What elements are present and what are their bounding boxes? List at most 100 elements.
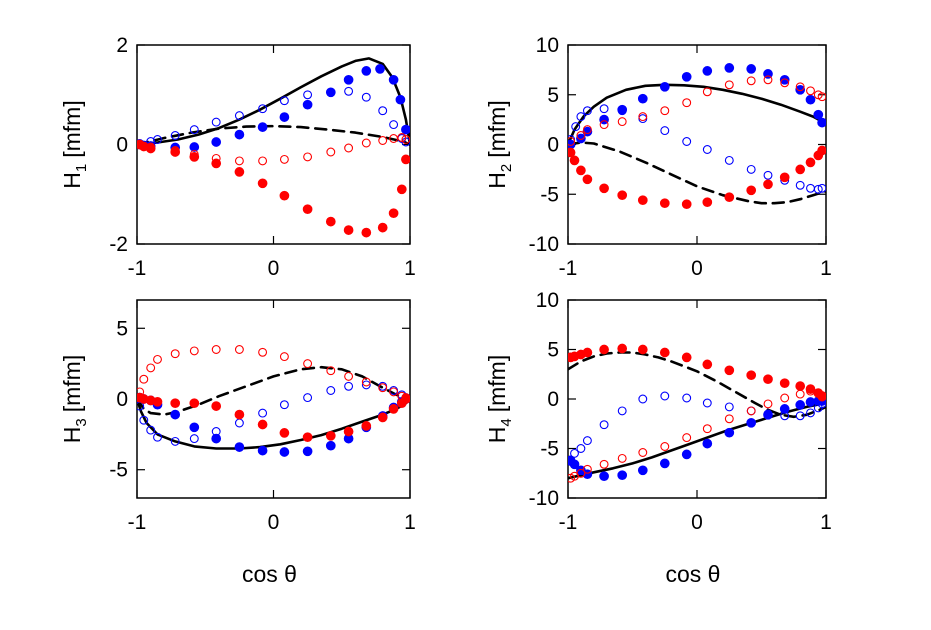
point-blue-filled [779,404,790,414]
point-red-filled [568,147,576,158]
point-red-open [795,82,805,92]
point-red-filled [763,179,773,190]
point-blue-open [617,406,627,416]
point-red-filled [746,185,757,196]
point-blue-open [211,427,221,436]
point-blue-open [795,180,805,190]
point-red-open [258,156,268,166]
point-red-open [599,120,609,130]
point-blue-filled [576,133,586,144]
point-blue-open [189,434,199,444]
y-axis-label-unit: [mfm] [59,355,85,413]
y-tick-label: 0 [547,388,559,411]
point-blue-filled [325,440,336,451]
y-axis-label-unit: [mfm] [484,100,510,158]
point-blue-open [571,122,581,132]
point-red-open [576,468,586,478]
y-tick-label: 0 [547,134,559,157]
point-red-open [234,345,244,354]
point-blue-filled [681,449,692,460]
point-red-open [303,359,313,369]
point-blue-filled [211,433,222,444]
point-red-open [303,152,313,162]
point-blue-open [153,432,162,442]
x-tick-label: 0 [691,257,703,280]
point-red-open [344,371,354,381]
y-tick-label: 2 [116,34,128,57]
point-red-open [361,138,371,148]
point-red-filled [325,216,336,227]
point-blue-open [170,436,180,446]
point-red-open [279,352,289,362]
point-blue-filled [805,397,816,407]
x-tick-label: -1 [128,257,147,280]
point-blue-open [582,106,592,116]
point-red-filled [361,227,372,238]
point-blue-open [660,126,670,136]
point-blue-filled [234,129,245,140]
point-blue-filled [779,74,790,85]
y-axis-label-main: H [59,172,85,189]
plot-frame [567,44,827,245]
plot-frame [136,299,411,499]
point-blue-filled [724,63,735,73]
point-blue-filled [257,445,268,456]
x-tick-label: 0 [268,511,280,534]
point-red-open [780,393,790,403]
point-red-filled [388,404,399,414]
series-theory-dashed [137,124,410,146]
point-blue-open [326,87,336,97]
point-red-filled [582,174,593,185]
y-axis-label: H2 [mfm] [484,100,515,188]
point-red-filled [189,152,200,162]
point-blue-open [795,411,805,421]
point-red-filled [189,398,200,409]
point-red-filled [763,374,773,385]
point-blue-open [234,418,244,428]
point-red-open [279,154,289,164]
point-blue-open [599,420,609,430]
x-tick-label: 1 [820,511,832,534]
point-red-filled [396,184,407,195]
point-red-open [702,87,712,97]
y-tick-label: -2 [109,233,128,256]
point-blue-open [568,456,576,466]
point-red-filled [377,412,388,423]
point-red-open [638,112,648,122]
point-red-open [189,149,199,159]
point-red-open [682,433,692,443]
point-blue-filled [582,126,593,137]
point-red-open [576,131,586,140]
point-blue-open [660,391,670,401]
point-red-filled [170,398,181,409]
point-blue-filled [681,71,692,82]
point-red-open [401,393,410,403]
point-blue-filled [401,124,410,135]
point-red-open [137,140,145,149]
point-red-open [189,346,199,356]
point-blue-open [344,86,354,96]
point-red-filled [702,359,713,370]
point-red-open [817,92,826,102]
point-blue-filled [795,400,806,410]
y-axis-label-sub: 4 [498,418,515,426]
point-blue-filled [659,458,670,469]
point-blue-filled [211,137,222,147]
point-blue-open [279,96,289,106]
series-theory-dashed [568,351,826,419]
point-red-filled [659,198,670,209]
point-red-open [211,153,221,163]
panel-h3: -1 0 1 -5 0 5 H3 [mfm] cos θ [59,299,416,587]
point-red-open [401,135,410,144]
point-red-filled [343,426,354,437]
point-red-open [146,363,156,373]
point-blue-filled [343,74,354,85]
point-red-open [702,424,712,434]
y-axis-label-sub: 2 [498,164,515,172]
point-blue-filled [817,117,826,128]
point-red-open [344,143,354,153]
point-blue-filled [375,64,385,74]
point-red-open [326,147,336,157]
point-blue-filled [395,94,406,105]
point-red-open [617,117,627,127]
